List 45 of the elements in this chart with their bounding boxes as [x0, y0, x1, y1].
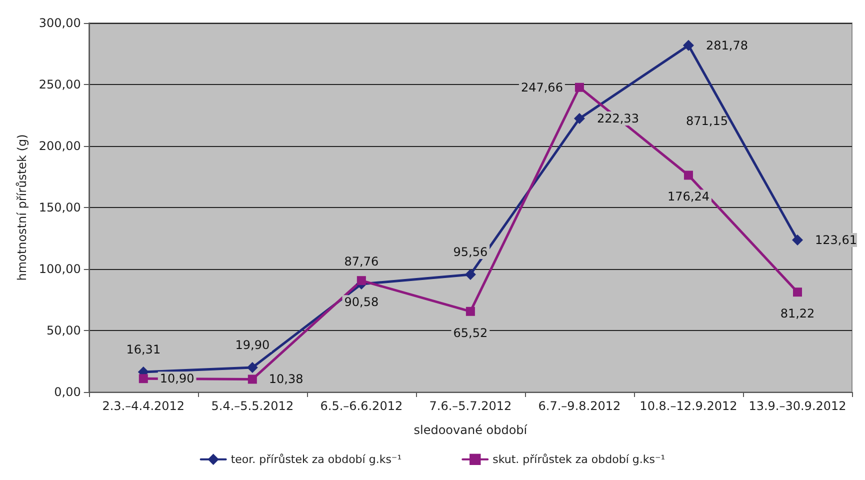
legend-label: skut. přírůstek za období g.ks⁻¹	[492, 452, 666, 466]
point	[682, 40, 694, 51]
y-axis-title: hmotnostní přírůstek (g)	[15, 134, 29, 281]
data-label: 176,24	[667, 190, 710, 204]
x-tick-label: 6.5.–6.6.2012	[320, 399, 403, 413]
point	[356, 276, 366, 286]
y-tick-label: 100,00	[38, 262, 81, 276]
x-axis-title: sledoované období	[414, 423, 528, 437]
data-label: 10,90	[160, 372, 194, 386]
data-label: 16,31	[126, 342, 161, 356]
point	[574, 113, 585, 124]
point	[574, 82, 584, 92]
y-tick-label: 150,00	[38, 200, 81, 214]
point	[792, 234, 803, 246]
y-tick-label: 250,00	[38, 78, 81, 92]
x-tick-label: 5.4.–5.5.2012	[211, 399, 294, 413]
annotation: 871,15	[686, 114, 728, 128]
point	[792, 288, 802, 297]
data-label: 247,66	[520, 80, 563, 94]
data-label: 90,58	[344, 295, 379, 310]
x-tick-label: 2.3.–4.4.2012	[102, 399, 185, 413]
x-tick-label: 6.7.–9.8.2012	[538, 399, 621, 413]
y-tick-label: 300,00	[38, 16, 81, 30]
point	[466, 306, 475, 316]
point	[246, 362, 258, 374]
point	[684, 170, 693, 180]
point	[248, 374, 257, 384]
data-label: 10,38	[268, 372, 304, 386]
data-label: 87,76	[344, 254, 379, 269]
x-tick-label: 7.6.–5.7.2012	[429, 399, 512, 413]
y-tick-label: 50,00	[46, 324, 81, 338]
y-tick-label: 200,00	[38, 139, 81, 153]
y-tick-label: 0,00	[54, 385, 81, 399]
data-label: 123,61	[814, 232, 857, 247]
point	[138, 374, 148, 384]
data-label: 65,52	[453, 326, 488, 340]
data-label: 19,90	[235, 338, 270, 352]
data-label: 81,22	[780, 306, 815, 321]
data-label: 95,56	[453, 244, 488, 259]
x-tick-label: 10.8.–12.9.2012	[640, 399, 738, 413]
data-label: 281,78	[706, 38, 748, 52]
data-label: 222,33	[596, 112, 639, 126]
x-tick-label: 13.9.–30.9.2012	[748, 399, 846, 413]
point	[464, 268, 476, 280]
legend-label: teor. přírůstek za období g.ks⁻¹	[230, 452, 402, 466]
